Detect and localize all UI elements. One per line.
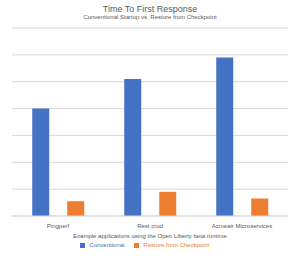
svg-text:Acmeair Microservices: Acmeair Microservices <box>212 223 272 229</box>
html-text:Time To First Response: Time To First Response <box>102 4 198 14</box>
svg-text:Rest crud: Rest crud <box>137 223 163 229</box>
html-text:Restore from Checkpoint: Restore from Checkpoint <box>143 242 210 248</box>
html-text:Conventional Startup vs. Resto: Conventional Startup vs. Restore from Ch… <box>83 14 217 20</box>
html-text:Conventional: Conventional <box>89 242 125 248</box>
svg-text:Example applications using the: Example applications using the Open Libe… <box>73 233 227 239</box>
svg-text:Pingperf: Pingperf <box>47 223 70 229</box>
